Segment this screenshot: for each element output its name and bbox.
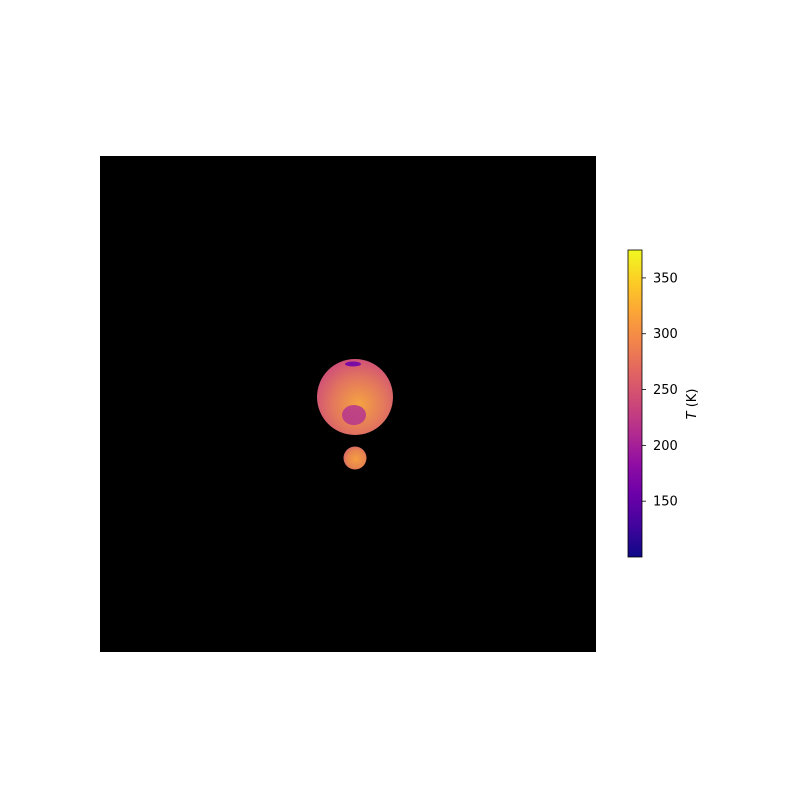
moon-disk (343, 446, 367, 470)
colorbar-label-unit: (K) (685, 389, 700, 408)
colorbar-ticks: 150 200 250 300 350 (642, 271, 678, 510)
colorbar-label: T (K) (685, 389, 700, 420)
planet-cold-spot (342, 405, 366, 425)
colorbar-tick-label: 250 (653, 383, 678, 398)
colorbar-tick-label: 200 (653, 439, 678, 454)
moon (343, 446, 367, 470)
colorbar-tick-label: 150 (653, 495, 678, 510)
colorbar-bar (627, 249, 643, 558)
planet (317, 359, 393, 435)
planet-disk (317, 359, 393, 435)
colorbar-tick-label: 350 (653, 271, 678, 286)
colorbar: 150 200 250 300 350 T (K) (627, 249, 700, 558)
planet-polar-cap (345, 361, 361, 367)
colorbar-tick-label: 300 (653, 327, 678, 342)
colorbar-label-symbol: T (685, 410, 700, 419)
